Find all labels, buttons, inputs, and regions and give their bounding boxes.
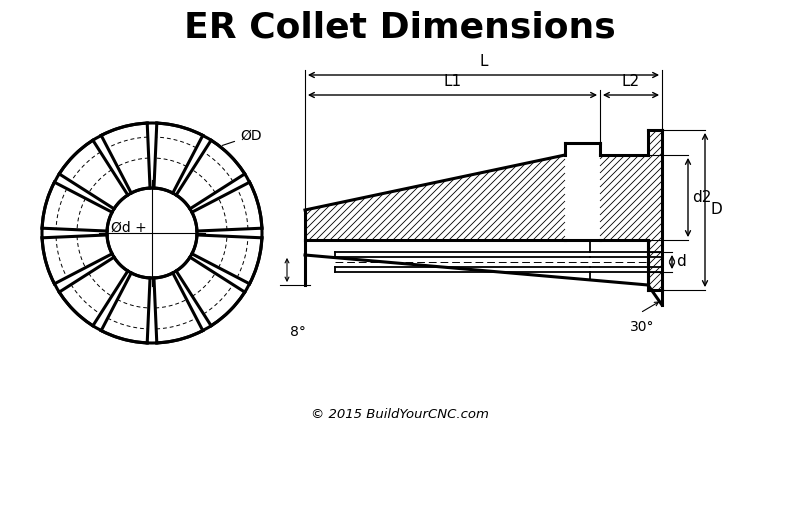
- Text: L2: L2: [622, 74, 640, 89]
- Text: 8°: 8°: [290, 325, 306, 339]
- Text: © 2015 BuildYourCNC.com: © 2015 BuildYourCNC.com: [311, 409, 489, 421]
- Text: L1: L1: [443, 74, 462, 89]
- Text: ER Collet Dimensions: ER Collet Dimensions: [184, 10, 616, 44]
- Text: d2: d2: [692, 190, 711, 205]
- Text: Ød +: Ød +: [111, 221, 147, 235]
- Polygon shape: [305, 155, 565, 240]
- Text: ØD: ØD: [222, 129, 262, 145]
- Polygon shape: [600, 155, 648, 240]
- Text: 30°: 30°: [630, 320, 654, 334]
- Text: L: L: [479, 54, 488, 69]
- Text: D: D: [710, 202, 722, 217]
- Text: d: d: [676, 254, 686, 269]
- Polygon shape: [648, 130, 662, 290]
